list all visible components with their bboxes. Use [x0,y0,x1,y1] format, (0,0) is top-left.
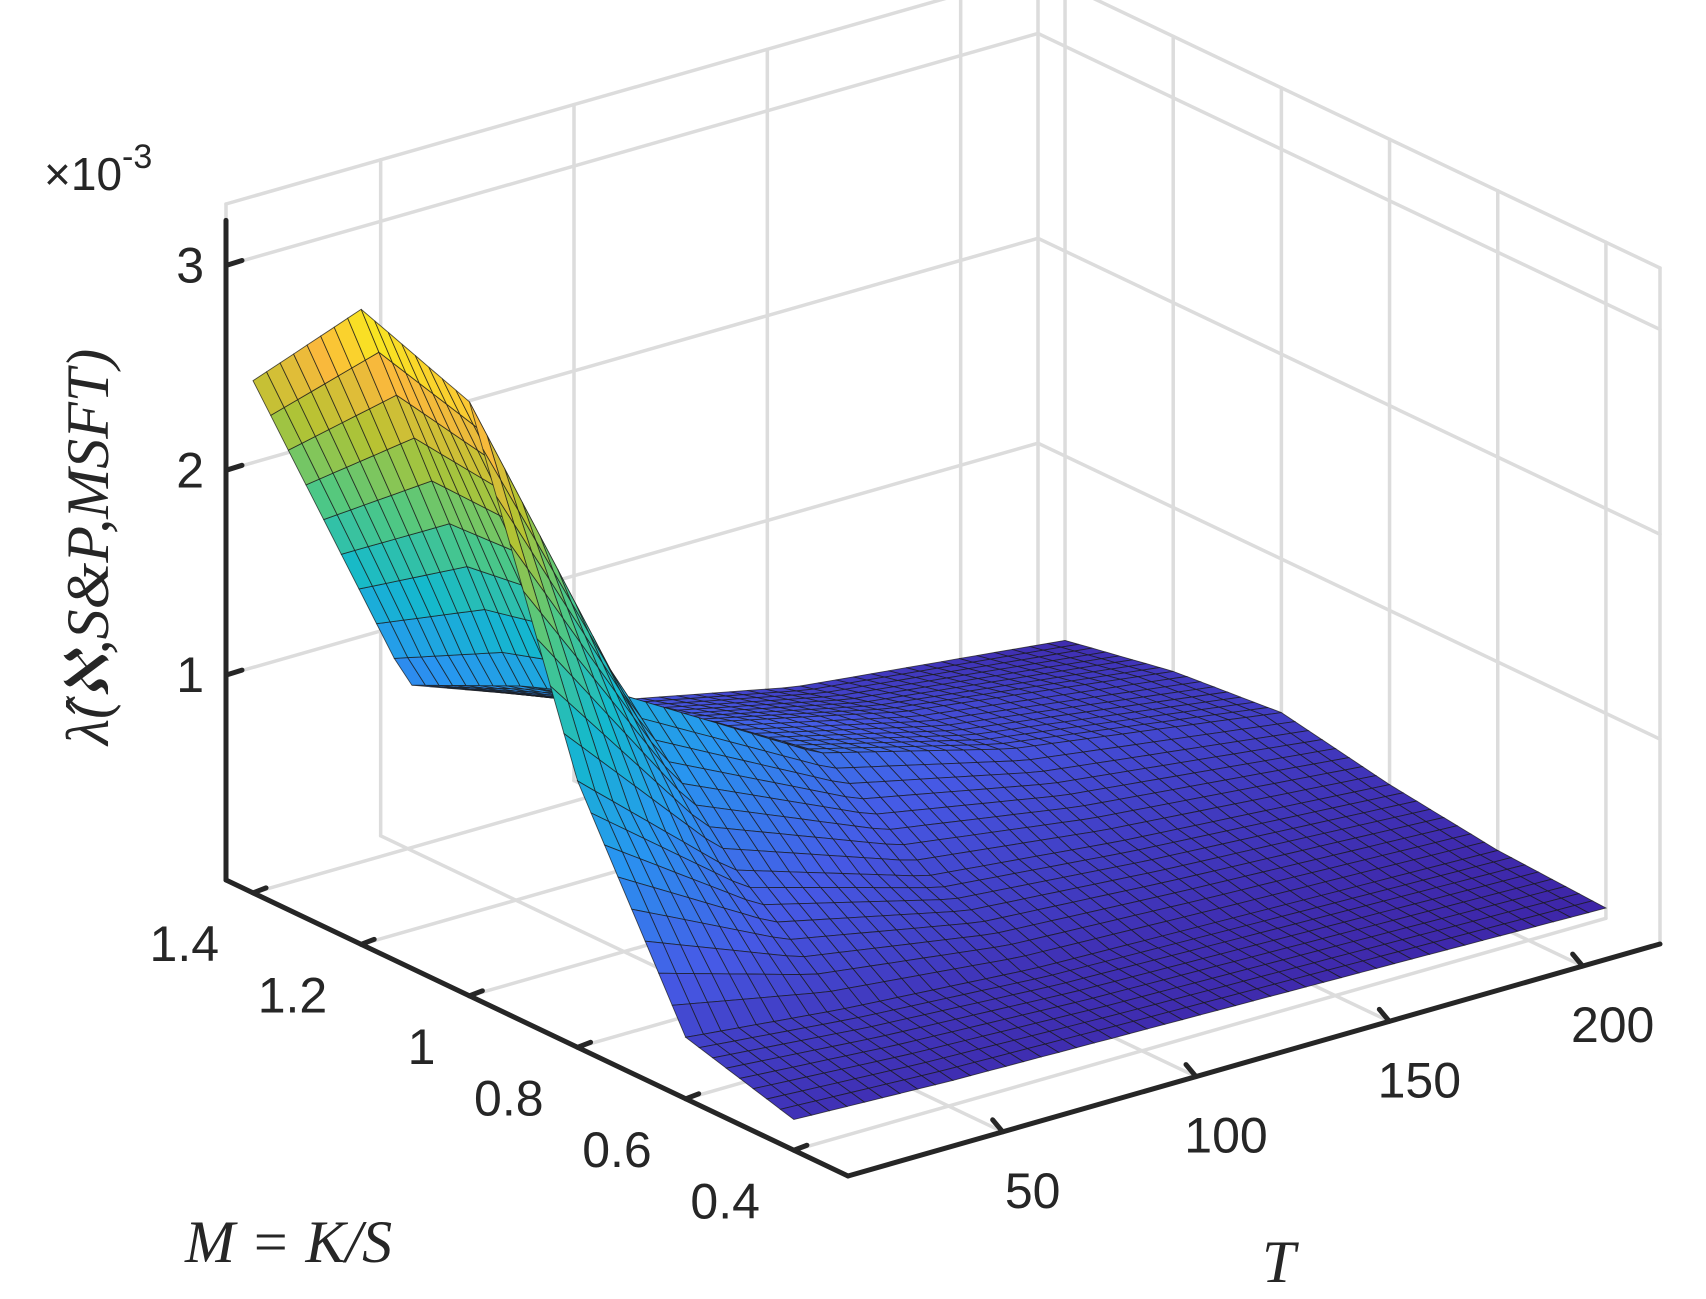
grid-z-line-back [224,31,1040,268]
x-tick-mark [1570,951,1586,969]
x-tick-label: 150 [1378,1052,1461,1108]
y-tick-label: 0.8 [474,1070,544,1126]
y-tick-mark [575,1039,594,1050]
z-tick-label: 3 [176,237,204,293]
y-tick-label: 0.6 [582,1122,652,1178]
x-tick-label: 50 [1005,1163,1061,1219]
y-tick-label: 1.2 [258,967,328,1023]
grid-z-line-side [1036,441,1662,741]
grid-top-right-edge [1092,0,1662,270]
y-axis-line [223,877,851,1179]
z-tick-label: 2 [176,442,204,498]
y-tick-label: 1.4 [150,916,220,972]
surface-patch [779,1104,813,1120]
z-tick-mark [223,462,245,473]
y-tick-label: 0.4 [690,1173,760,1229]
grid-m-line-floor [792,916,1608,1153]
grid-z-line-side [1036,236,1662,537]
surface-mesh [252,308,1608,1120]
z-tick-mark [223,667,245,678]
grid-z-line-side [1036,31,1662,332]
x-tick-label: 200 [1571,997,1654,1053]
x-tick-mark [990,1117,1006,1135]
x-tick-label: 100 [1184,1108,1267,1164]
y-tick-mark [791,1142,810,1153]
z-tick-mark [223,257,245,268]
y-tick-mark [358,936,377,947]
y-tick-mark [683,1091,702,1102]
y-axis-title: M = K/S [184,1209,392,1275]
grid-z-line-back [224,441,1040,677]
y-tick-label: 1 [408,1019,436,1075]
y-tick-mark [250,885,269,896]
x-tick-mark [1183,1062,1199,1080]
x-axis-title: T [1262,1229,1299,1295]
grid-top-back-edge [224,0,947,206]
tick-labels: 50 100 150 200 1.4 1.2 1 0.8 0.6 0.4 1 2 3 [150,237,1655,1229]
y-tick-mark [466,988,485,999]
x-axis-line [845,941,1663,1179]
z-tick-label: 1 [176,647,204,703]
z-axis-title: λ̂(ℵ,S&P,MSFT) [55,349,121,747]
x-tick-mark [1376,1006,1392,1024]
z-exponent-label: ×10-3 [44,138,152,200]
axes [223,217,1663,1179]
tick-marks [223,257,1586,1153]
